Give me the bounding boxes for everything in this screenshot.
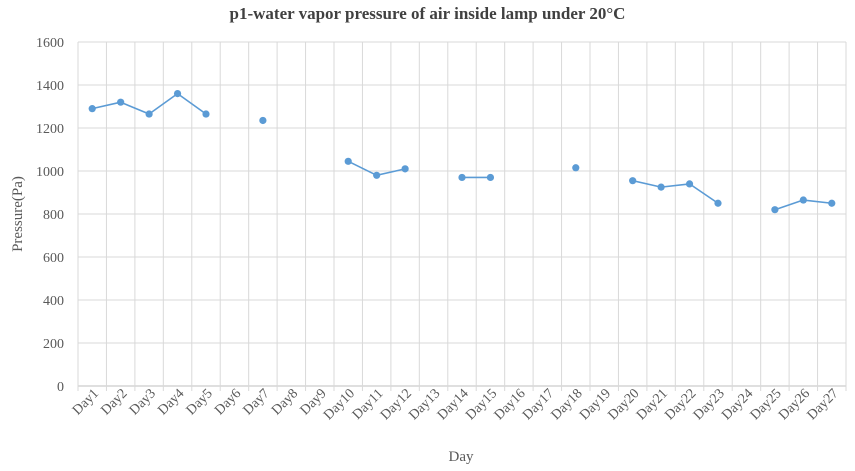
series-line-segment xyxy=(774,199,804,211)
data-point xyxy=(458,173,466,182)
data-point xyxy=(828,199,836,207)
data-point xyxy=(714,199,722,207)
data-point xyxy=(117,98,125,106)
x-tick-label: Day26 xyxy=(776,386,813,423)
x-tick-label: Day4 xyxy=(155,386,187,418)
data-point xyxy=(771,206,779,214)
series-line-segment xyxy=(632,179,662,188)
x-tick-label: Day18 xyxy=(549,386,586,423)
grid-layer xyxy=(77,41,847,391)
x-tick-label: Day21 xyxy=(634,386,671,423)
series-line-segment xyxy=(376,168,406,177)
x-tick-label: Day15 xyxy=(463,386,500,423)
x-tick-label: Day5 xyxy=(184,386,216,418)
series-line-segment xyxy=(92,101,121,110)
x-tick-label: Day8 xyxy=(269,386,301,418)
data-point xyxy=(259,116,267,125)
x-tick-label: Day13 xyxy=(406,386,443,423)
y-tick-label: 600 xyxy=(43,251,64,266)
x-tick-label: Day20 xyxy=(605,386,642,423)
y-tick-label: 1600 xyxy=(36,36,64,51)
x-tick-label: Day24 xyxy=(719,386,756,423)
x-tick-label: Day22 xyxy=(662,386,699,423)
x-tick-label: Day17 xyxy=(520,386,557,423)
data-point xyxy=(629,177,637,185)
data-point xyxy=(173,90,182,98)
series-lines xyxy=(92,92,832,211)
chart-title: p1-water vapor pressure of air inside la… xyxy=(229,4,626,23)
x-tick-label: Day19 xyxy=(577,386,614,423)
x-tick-label: Day11 xyxy=(350,386,387,423)
data-point xyxy=(145,110,153,118)
y-tick-label: 0 xyxy=(57,380,64,395)
x-tick-label: Day23 xyxy=(691,386,728,423)
y-tick-label: 1000 xyxy=(36,165,64,180)
x-tick-label: Day1 xyxy=(70,386,102,418)
x-tick-label: Day12 xyxy=(378,386,415,423)
y-tick-label: 200 xyxy=(43,337,64,352)
data-point xyxy=(344,157,352,165)
y-tick-label: 400 xyxy=(43,294,64,309)
series-line-segment xyxy=(689,183,719,204)
y-tick-label: 1400 xyxy=(36,79,64,94)
series-line-segment xyxy=(347,160,378,177)
x-axis-title: Day xyxy=(449,449,474,465)
data-point xyxy=(799,196,807,204)
series-line-segment xyxy=(148,92,179,115)
y-tick-label: 1200 xyxy=(36,122,64,137)
x-tick-label: Day16 xyxy=(492,386,529,423)
series-line-segment xyxy=(661,183,690,188)
x-tick-label: Day25 xyxy=(748,386,785,423)
x-tick-labels: Day1Day2Day3Day4Day5Day6Day7Day8Day9Day1… xyxy=(70,386,842,423)
data-point xyxy=(373,171,381,179)
x-tick-label: Day6 xyxy=(212,386,244,418)
x-tick-label: Day3 xyxy=(127,386,159,418)
y-tick-label: 800 xyxy=(43,208,64,223)
x-tick-label: Day7 xyxy=(241,386,273,418)
x-tick-label: Day14 xyxy=(435,386,472,423)
data-point xyxy=(657,183,665,191)
data-point xyxy=(88,105,96,113)
y-axis-title: Pressure(Pa) xyxy=(10,176,26,252)
data-point xyxy=(486,173,495,182)
data-point xyxy=(572,164,580,172)
data-point xyxy=(685,180,694,188)
data-point xyxy=(202,110,210,118)
series-line-segment xyxy=(803,199,832,205)
x-tick-label: Day2 xyxy=(98,386,130,418)
x-tick-label: Day10 xyxy=(321,386,358,423)
data-point xyxy=(401,165,409,173)
y-tick-labels: 0 200 400 600 800 1000 1200 1400 1600 xyxy=(36,36,64,395)
series-points xyxy=(88,90,836,214)
x-tick-label: Day27 xyxy=(805,386,842,423)
series-line-segment xyxy=(177,92,207,115)
series-line-segment xyxy=(120,101,150,115)
